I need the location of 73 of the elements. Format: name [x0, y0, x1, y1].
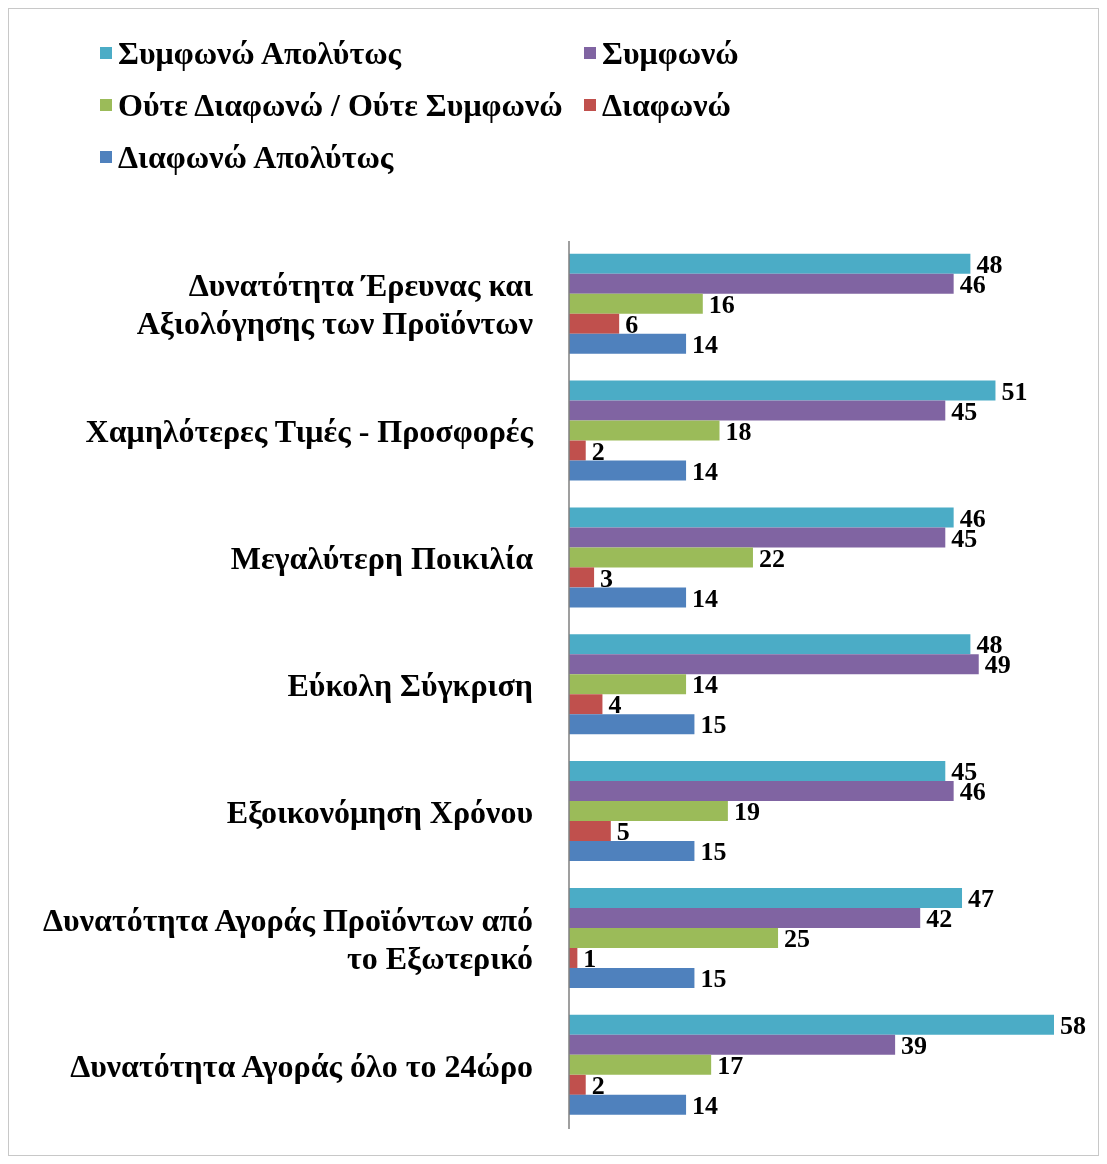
data-label: 47	[968, 884, 995, 914]
data-label: 15	[700, 964, 727, 994]
data-label: 39	[901, 1031, 928, 1061]
data-label: 14	[692, 583, 719, 613]
data-label: 14	[692, 329, 719, 359]
data-label: 5	[616, 817, 630, 847]
bar	[569, 527, 946, 548]
data-label: 1	[583, 944, 597, 974]
data-label: 2	[591, 436, 605, 466]
bar	[569, 714, 695, 735]
data-label: 19	[733, 797, 760, 827]
bar	[569, 761, 946, 782]
data-label: 58	[1060, 1011, 1086, 1041]
bar	[569, 841, 695, 862]
bar	[569, 1074, 586, 1095]
bar	[569, 821, 611, 842]
y-tick-label: Χαμηλότερες Τιμές - Προσφορές	[85, 413, 534, 450]
y-tick-label: Δυνατότητα Αγοράς όλο το 24ώρο	[70, 1047, 533, 1084]
bar	[569, 694, 603, 715]
legend-label: Συμφωνώ	[602, 34, 739, 72]
bar	[569, 967, 695, 988]
bar	[569, 440, 586, 461]
data-label: 42	[926, 904, 953, 934]
data-label: 51	[1001, 376, 1028, 406]
data-label: 15	[700, 837, 727, 867]
y-tick-label: Μεγαλύτερη Ποικιλία	[230, 540, 534, 577]
bar	[569, 420, 720, 441]
bar	[569, 907, 921, 928]
bar	[569, 333, 687, 354]
bar	[569, 927, 779, 948]
legend-label: Διαφωνώ	[602, 86, 731, 124]
data-label: 14	[692, 456, 719, 486]
bar	[569, 273, 954, 294]
bar	[569, 887, 963, 908]
bar	[569, 801, 728, 822]
bar	[569, 674, 687, 695]
legend-label: Ούτε Διαφωνώ / Ούτε Συμφωνώ	[118, 86, 563, 124]
data-label: 45	[951, 396, 978, 426]
data-label: 2	[591, 1071, 605, 1101]
bar	[569, 567, 595, 588]
bar	[569, 1034, 896, 1055]
bar	[569, 1094, 687, 1115]
data-label: 22	[758, 543, 785, 573]
data-label: 4	[608, 690, 622, 720]
y-tick-label: Δυνατότητα Έρευνας και Αξιολόγησης των Προϊόντων	[136, 267, 534, 342]
bar	[569, 253, 971, 274]
bar	[569, 587, 687, 608]
bar	[569, 1014, 1054, 1035]
bar	[569, 781, 954, 802]
bar	[569, 460, 687, 481]
bar	[569, 1054, 712, 1075]
y-tick-label: Εξοικονόμηση Χρόνου	[226, 793, 533, 830]
bar	[569, 654, 979, 675]
data-label: 15	[700, 710, 727, 740]
y-tick-label: Εύκολη Σύγκριση	[287, 667, 533, 703]
data-label: 25	[784, 924, 811, 954]
bar	[569, 400, 946, 421]
data-label: 17	[717, 1051, 744, 1081]
y-tick-label: Δυνατότητα Αγοράς Προϊόντων από το Εξωτερικό	[43, 901, 533, 976]
bar	[569, 380, 996, 401]
bar	[569, 507, 954, 528]
data-label: 18	[725, 416, 752, 446]
bar	[569, 634, 971, 655]
data-label: 14	[692, 1091, 719, 1121]
bar	[569, 293, 703, 314]
legend-label: Διαφωνώ Απολύτως	[118, 138, 394, 176]
bar	[569, 313, 620, 334]
data-label: 3	[600, 563, 614, 593]
data-label: 14	[692, 670, 719, 700]
data-label: 6	[625, 309, 639, 339]
bar	[569, 547, 753, 568]
data-label: 16	[708, 289, 735, 319]
legend-label: Συμφωνώ Απολύτως	[118, 34, 402, 72]
